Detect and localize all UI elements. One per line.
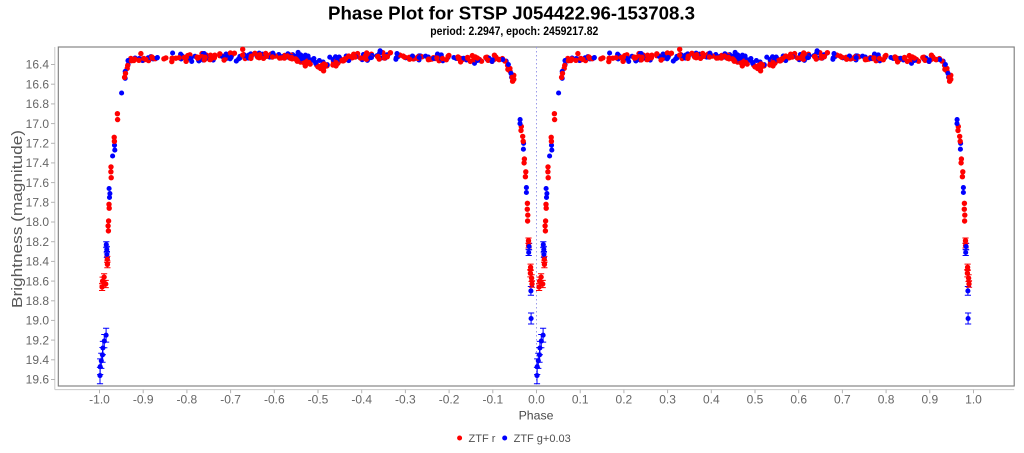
svg-text:-0.2: -0.2: [439, 392, 460, 406]
svg-text:-1.0: -1.0: [89, 392, 110, 406]
svg-text:ZTF g+0.03: ZTF g+0.03: [514, 433, 571, 445]
svg-text:0.3: 0.3: [659, 392, 676, 406]
svg-text:-0.8: -0.8: [177, 392, 198, 406]
svg-text:19.2: 19.2: [26, 333, 50, 347]
svg-text:18.6: 18.6: [26, 274, 50, 288]
svg-text:16.8: 16.8: [26, 97, 50, 111]
svg-text:17.8: 17.8: [26, 196, 50, 210]
svg-text:18.0: 18.0: [26, 215, 50, 229]
svg-text:18.2: 18.2: [26, 235, 50, 249]
svg-text:18.8: 18.8: [26, 294, 50, 308]
svg-text:0.1: 0.1: [572, 392, 589, 406]
svg-text:19.6: 19.6: [26, 373, 50, 387]
svg-text:0.7: 0.7: [834, 392, 851, 406]
svg-text:17.2: 17.2: [26, 137, 50, 151]
svg-text:-0.6: -0.6: [264, 392, 285, 406]
svg-text:17.6: 17.6: [26, 176, 50, 190]
svg-text:17.0: 17.0: [26, 117, 50, 131]
svg-text:16.6: 16.6: [26, 77, 50, 91]
svg-text:0.8: 0.8: [878, 392, 895, 406]
svg-text:period: 2.2947, epoch: 2459217: period: 2.2947, epoch: 2459217.82: [430, 24, 598, 38]
svg-text:19.4: 19.4: [26, 353, 50, 367]
svg-text:ZTF r: ZTF r: [469, 433, 496, 445]
svg-text:16.4: 16.4: [26, 58, 50, 72]
svg-text:-0.7: -0.7: [220, 392, 241, 406]
svg-text:Phase: Phase: [519, 408, 554, 422]
svg-text:Phase Plot for STSP J054422.96: Phase Plot for STSP J054422.96-153708.3: [328, 4, 695, 24]
svg-text:-0.5: -0.5: [308, 392, 329, 406]
svg-text:-0.9: -0.9: [133, 392, 154, 406]
svg-text:-0.3: -0.3: [395, 392, 416, 406]
svg-text:18.4: 18.4: [26, 255, 50, 269]
svg-text:17.4: 17.4: [26, 156, 50, 170]
svg-text:0.4: 0.4: [703, 392, 720, 406]
svg-text:0.0: 0.0: [528, 392, 545, 406]
svg-text:-0.1: -0.1: [482, 392, 503, 406]
svg-text:0.5: 0.5: [747, 392, 764, 406]
svg-text:1.0: 1.0: [965, 392, 982, 406]
svg-text:19.0: 19.0: [26, 314, 50, 328]
svg-text:0.2: 0.2: [616, 392, 633, 406]
svg-text:0.6: 0.6: [790, 392, 807, 406]
svg-text:-0.4: -0.4: [351, 392, 372, 406]
svg-text:Brightness (magnitude): Brightness (magnitude): [9, 130, 26, 308]
svg-text:0.9: 0.9: [921, 392, 938, 406]
